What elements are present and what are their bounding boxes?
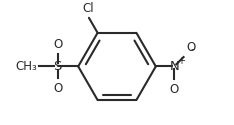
Text: O: O <box>53 38 62 51</box>
Text: N: N <box>169 60 179 73</box>
Text: O: O <box>187 41 196 54</box>
Text: O: O <box>170 83 179 96</box>
Text: +: + <box>177 56 185 66</box>
Text: CH₃: CH₃ <box>15 60 37 73</box>
Text: S: S <box>54 60 62 73</box>
Text: O: O <box>53 82 62 95</box>
Text: Cl: Cl <box>82 2 94 15</box>
Text: -: - <box>191 44 195 54</box>
